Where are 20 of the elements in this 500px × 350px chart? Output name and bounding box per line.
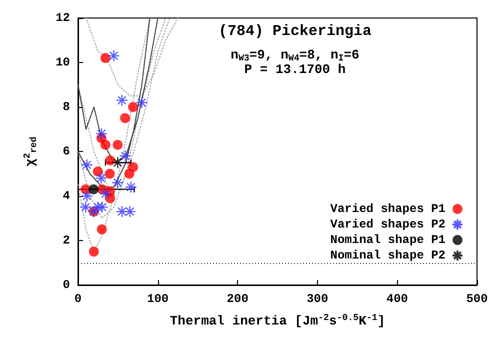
y-tick-label: 0 — [62, 278, 70, 292]
x-tick-label: 100 — [146, 292, 169, 306]
y-tick-label: 8 — [62, 100, 70, 114]
legend-label: Varied shapes P1 — [330, 202, 446, 216]
y-tick-label: 2 — [62, 234, 70, 248]
x-tick-label: 200 — [226, 292, 248, 306]
x-tick-label: 400 — [386, 292, 408, 306]
chart-title: (784) Pickeringia — [218, 23, 372, 40]
annotation: P = 13.1700 h — [244, 62, 346, 77]
legend-label: Nominal shape P1 — [330, 233, 446, 247]
y-tick-label: 10 — [56, 56, 70, 70]
legend-label: Nominal shape P2 — [330, 248, 446, 262]
legend-label: Varied shapes P2 — [330, 218, 446, 232]
x-tick-label: 0 — [74, 292, 82, 306]
x-tick-label: 300 — [306, 292, 328, 306]
x-tick-label: 500 — [466, 292, 488, 306]
y-tick-label: 4 — [62, 189, 70, 203]
y-axis-title: χ2red — [22, 136, 39, 166]
y-tick-label: 6 — [62, 144, 70, 158]
y-tick-label: 12 — [56, 11, 70, 25]
